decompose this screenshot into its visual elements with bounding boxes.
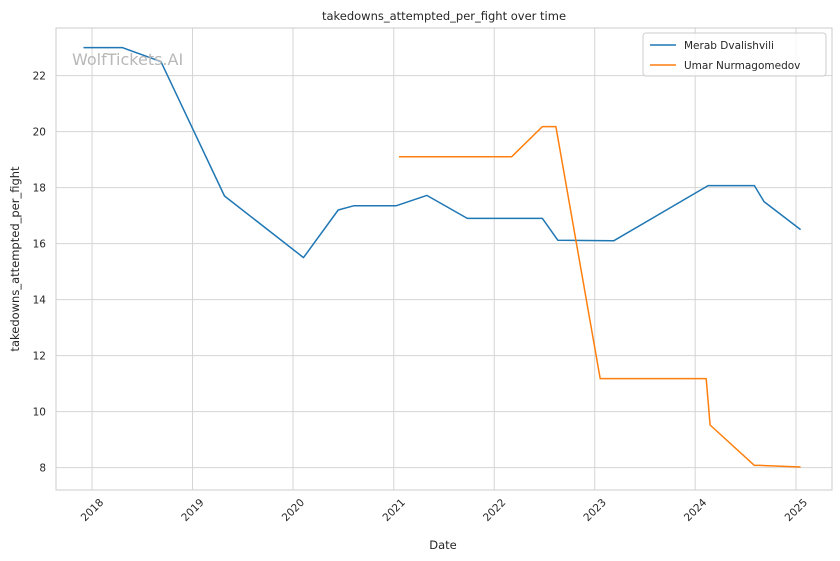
y-tick-label: 22	[33, 71, 46, 83]
series-line-umar-nurmagomedov	[399, 125, 801, 468]
x-tick-label: 2018	[79, 497, 106, 524]
grid	[56, 28, 832, 490]
y-tick-label: 16	[33, 239, 47, 251]
y-tick-label: 14	[33, 295, 47, 307]
legend-label-merab-dvalishvili: Merab Dvalishvili	[684, 40, 774, 52]
plot-frame	[55, 27, 833, 491]
y-axis-ticks: 8 10 12 14 16 18 20 22	[33, 71, 47, 475]
y-tick-label: 12	[33, 351, 46, 363]
series-line-merab-dvalishvili	[83, 46, 802, 259]
legend: Merab Dvalishvili Umar Nurmagomedov	[642, 32, 827, 77]
x-axis-label: Date	[429, 538, 457, 552]
x-tick-label: 2023	[581, 497, 608, 524]
y-tick-label: 10	[33, 407, 46, 419]
y-tick-label: 8	[39, 463, 46, 475]
x-tick-label: 2020	[280, 497, 307, 524]
legend-label-umar-nurmagomedov: Umar Nurmagomedov	[684, 60, 800, 72]
series-layer	[83, 46, 802, 468]
x-axis-ticks: 2018 2019 2020 2021 2022 2023 2024 2025	[79, 496, 810, 524]
legend-box	[642, 32, 827, 77]
x-tick-label: 2019	[179, 497, 206, 524]
watermark: WolfTickets.AI	[72, 50, 183, 69]
y-axis-label: takedowns_attempted_per_fight	[8, 166, 22, 352]
x-tick-label: 2021	[380, 497, 407, 524]
x-tick-label: 2024	[682, 496, 710, 524]
y-tick-label: 20	[33, 127, 46, 139]
x-tick-label: 2022	[481, 497, 508, 524]
y-tick-label: 18	[33, 183, 46, 195]
plot-background	[56, 28, 832, 490]
x-tick-label: 2025	[783, 497, 810, 524]
chart-title: takedowns_attempted_per_fight over time	[322, 9, 566, 23]
